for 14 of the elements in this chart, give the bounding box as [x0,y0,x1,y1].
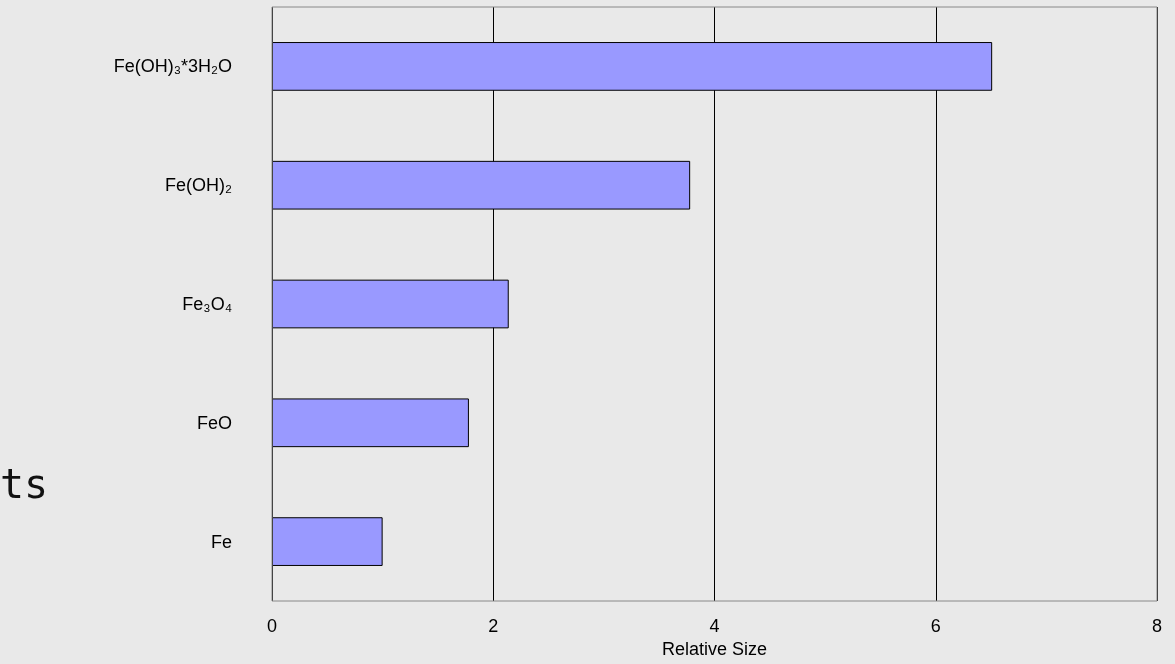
x-tick-label: 0 [266,616,278,636]
y-tick-label: Fe₃O₄ [182,294,232,314]
y-tick-label: FeO [196,412,232,433]
y-tick-label: Fe [210,531,232,552]
y-tick-label: Fe(OH)₂ [165,175,233,196]
x-tick-label: 4 [709,616,720,636]
x-tick-label: 8 [1151,616,1163,636]
x-axis-title: Relative Size [661,638,768,659]
x-tick-label: 6 [930,616,941,636]
bar [272,517,383,566]
y-tick-label: Fe(OH)₃*3H₂O [113,56,232,77]
bar [272,398,469,448]
text: ts [0,461,49,507]
x-tick-label: 2 [488,616,499,636]
